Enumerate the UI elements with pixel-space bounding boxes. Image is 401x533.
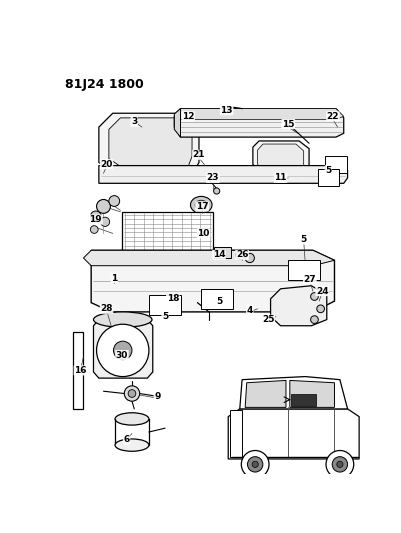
Circle shape xyxy=(113,341,132,360)
Text: 30: 30 xyxy=(116,351,128,360)
Text: 19: 19 xyxy=(89,215,102,224)
Bar xyxy=(200,289,233,309)
Text: 22: 22 xyxy=(327,112,339,121)
Text: 6: 6 xyxy=(124,435,130,444)
Circle shape xyxy=(332,457,348,472)
Text: 28: 28 xyxy=(100,304,113,313)
Text: 12: 12 xyxy=(182,112,194,121)
Text: 11: 11 xyxy=(274,173,287,182)
Polygon shape xyxy=(109,118,192,166)
Ellipse shape xyxy=(115,439,149,451)
Text: 5: 5 xyxy=(325,166,332,175)
Circle shape xyxy=(337,461,343,467)
Ellipse shape xyxy=(93,312,152,327)
Text: 3: 3 xyxy=(131,117,138,126)
Text: 1: 1 xyxy=(111,273,117,282)
Ellipse shape xyxy=(177,112,190,120)
Polygon shape xyxy=(99,166,348,183)
Text: 9: 9 xyxy=(154,392,160,401)
Text: 26: 26 xyxy=(236,251,248,260)
Text: 5: 5 xyxy=(216,297,222,305)
Circle shape xyxy=(109,196,119,206)
Polygon shape xyxy=(178,113,194,126)
Text: 17: 17 xyxy=(196,202,209,211)
Circle shape xyxy=(124,386,140,401)
Bar xyxy=(122,212,213,275)
Text: 5: 5 xyxy=(162,312,168,321)
Circle shape xyxy=(241,450,269,478)
Bar xyxy=(215,247,231,258)
Bar xyxy=(318,169,339,187)
Circle shape xyxy=(100,217,109,227)
Bar xyxy=(73,332,83,409)
Circle shape xyxy=(236,251,245,260)
Circle shape xyxy=(97,199,110,213)
Bar xyxy=(230,410,242,457)
Circle shape xyxy=(317,305,324,313)
Bar xyxy=(288,260,320,280)
Polygon shape xyxy=(228,409,359,459)
Text: 15: 15 xyxy=(282,119,295,128)
Polygon shape xyxy=(174,109,180,137)
Polygon shape xyxy=(174,109,344,119)
Text: 13: 13 xyxy=(221,106,233,115)
Circle shape xyxy=(90,211,101,222)
Polygon shape xyxy=(99,113,199,172)
Polygon shape xyxy=(257,144,304,180)
Text: 23: 23 xyxy=(207,173,219,182)
Text: 24: 24 xyxy=(316,287,328,296)
Polygon shape xyxy=(253,141,309,183)
Text: 14: 14 xyxy=(213,251,225,260)
Polygon shape xyxy=(91,251,334,312)
Circle shape xyxy=(97,324,149,377)
Bar xyxy=(325,156,347,173)
Text: 81J24 1800: 81J24 1800 xyxy=(65,78,144,91)
Text: 10: 10 xyxy=(197,229,210,238)
Circle shape xyxy=(128,390,136,398)
Text: 21: 21 xyxy=(193,150,205,159)
Ellipse shape xyxy=(190,196,212,213)
Text: 18: 18 xyxy=(166,294,179,303)
Circle shape xyxy=(311,293,318,301)
Circle shape xyxy=(214,188,220,194)
Text: 20: 20 xyxy=(100,159,113,168)
Text: 4: 4 xyxy=(247,306,253,315)
Polygon shape xyxy=(93,320,153,378)
Bar xyxy=(149,295,181,315)
Text: 25: 25 xyxy=(262,315,275,324)
Text: 16: 16 xyxy=(74,366,87,375)
Polygon shape xyxy=(240,377,348,409)
Text: 27: 27 xyxy=(304,275,316,284)
Circle shape xyxy=(252,461,258,467)
Circle shape xyxy=(326,450,354,478)
Ellipse shape xyxy=(195,200,207,209)
Circle shape xyxy=(90,225,98,233)
Polygon shape xyxy=(83,251,334,265)
Text: 5: 5 xyxy=(301,235,307,244)
Circle shape xyxy=(247,457,263,472)
Circle shape xyxy=(245,253,254,263)
Bar xyxy=(292,393,316,406)
Polygon shape xyxy=(174,109,344,137)
Polygon shape xyxy=(290,381,334,407)
Circle shape xyxy=(311,316,318,324)
Polygon shape xyxy=(245,381,286,407)
Ellipse shape xyxy=(115,413,149,425)
Polygon shape xyxy=(271,286,327,326)
